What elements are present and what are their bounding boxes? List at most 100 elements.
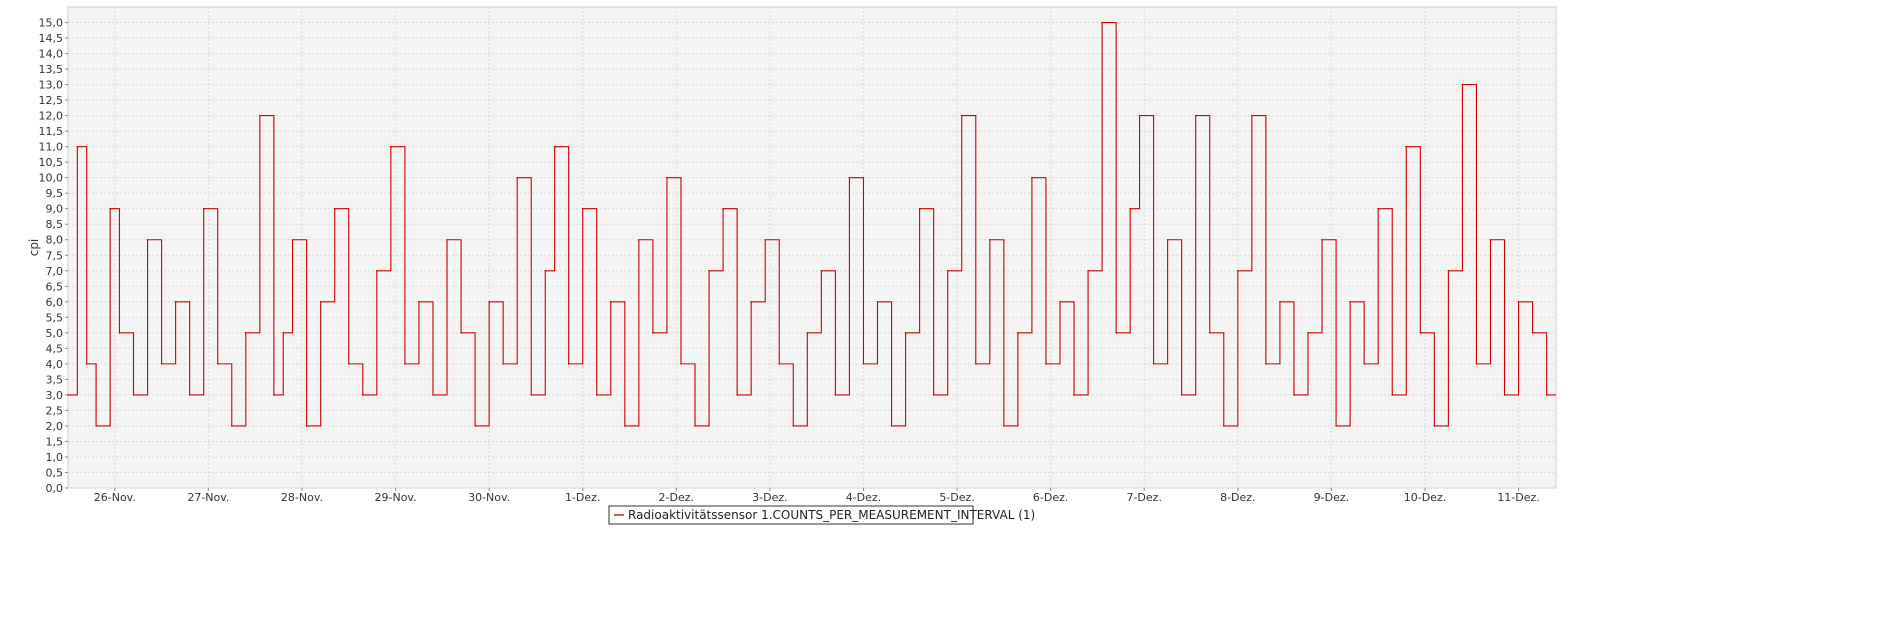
data-point [1279,301,1281,303]
x-tick-label: 1-Dez. [565,491,600,504]
x-tick-label: 7-Dez. [1126,491,1161,504]
data-point [361,394,364,396]
data-point [1087,269,1089,272]
data-point [85,363,88,365]
data-point [595,394,598,396]
data-point [1129,207,1131,210]
y-tick-label: 0,5 [46,466,64,479]
data-point [347,363,350,365]
data-point [694,425,696,427]
data-point [932,394,935,396]
data-point [418,301,420,303]
y-tick-label: 7,0 [46,265,64,278]
data-point [834,394,837,396]
y-tick-label: 10,0 [39,172,64,185]
y-tick-label: 8,0 [46,234,64,247]
x-tick-label: 30-Nov. [468,491,510,504]
data-point [1073,394,1075,396]
data-point [1138,114,1141,117]
data-point [1377,207,1379,210]
data-point [118,332,121,334]
y-tick-label: 13,5 [39,63,64,76]
data-point [544,269,547,272]
data-point [666,176,668,179]
data-point [1045,363,1047,365]
data-point [736,394,738,396]
data-point [245,332,247,334]
y-tick-label: 6,5 [46,280,64,293]
data-point [1115,332,1117,334]
y-tick-label: 14,5 [39,32,64,45]
data-point [1180,394,1183,396]
data-point [1017,332,1019,334]
y-tick-label: 1,5 [46,435,64,448]
data-point [1265,363,1267,365]
data-point [1251,114,1253,117]
data-point [1307,332,1309,334]
y-tick-label: 11,5 [39,125,64,138]
data-point [638,238,640,241]
data-point [862,363,865,365]
data-point [890,425,893,427]
data-point [974,363,977,365]
y-tick-label: 4,5 [46,342,64,355]
data-point [1503,394,1506,396]
x-tick-label: 10-Dez. [1404,491,1446,504]
data-point [1433,425,1436,427]
data-point [904,332,907,334]
data-point [989,238,991,241]
data-point [230,425,233,427]
data-point [567,363,570,365]
x-tick-label: 6-Dez. [1033,491,1068,504]
data-point [1335,425,1337,427]
y-tick-label: 8,5 [46,218,64,231]
x-tick-label: 26-Nov. [94,491,136,504]
data-point [1391,394,1394,396]
y-tick-label: 9,0 [46,203,64,216]
y-tick-label: 3,0 [46,389,64,402]
data-point [109,207,111,210]
data-point [488,301,490,303]
y-tick-label: 12,0 [39,110,64,123]
data-point [960,114,963,117]
y-tick-label: 0,0 [46,482,64,495]
data-point [581,207,584,210]
data-point [1208,332,1211,334]
data-point [1237,269,1239,272]
series-group [67,21,1556,427]
y-axis: 0,0 0,5 1,0 1,5 2,0 2,5 3,0 3,5 4,0 4,5 5,0 5,5 6,0 6… [39,17,68,495]
data-point [1059,301,1061,303]
data-point [1293,394,1295,396]
data-point [390,145,392,148]
data-point [722,207,724,210]
data-point [609,301,612,303]
data-point [792,425,795,427]
data-point [305,425,308,427]
data-point [764,238,767,241]
data-point [404,363,406,365]
data-point [1405,145,1408,148]
y-axis-label: cpi [27,239,41,257]
x-axis: 26-Nov. 27-Nov. 28-Nov. 29-Nov. 30-Nov. 1-Dez… [94,488,1540,504]
y-tick-label: 4,0 [46,358,64,371]
data-point [333,207,336,210]
data-point [446,238,448,241]
plot-area [67,6,1557,489]
x-tick-label: 11-Dez. [1497,491,1539,504]
y-tick-label: 13,0 [39,79,64,92]
data-point [1447,269,1450,272]
data-point [652,332,654,334]
x-tick-label: 29-Nov. [375,491,417,504]
x-tick-label: 5-Dez. [939,491,974,504]
data-point [1003,425,1005,427]
legend: Radioaktivitätssensor 1.COUNTS_PER_MEASU… [608,505,1035,525]
x-tick-label: 3-Dez. [752,491,787,504]
data-point [259,114,261,117]
data-point [132,394,135,396]
data-point [1475,363,1478,365]
y-tick-label: 12,5 [39,94,64,107]
y-tick-label: 7,5 [46,249,64,262]
data-point [946,269,949,272]
data-point [1489,238,1492,241]
